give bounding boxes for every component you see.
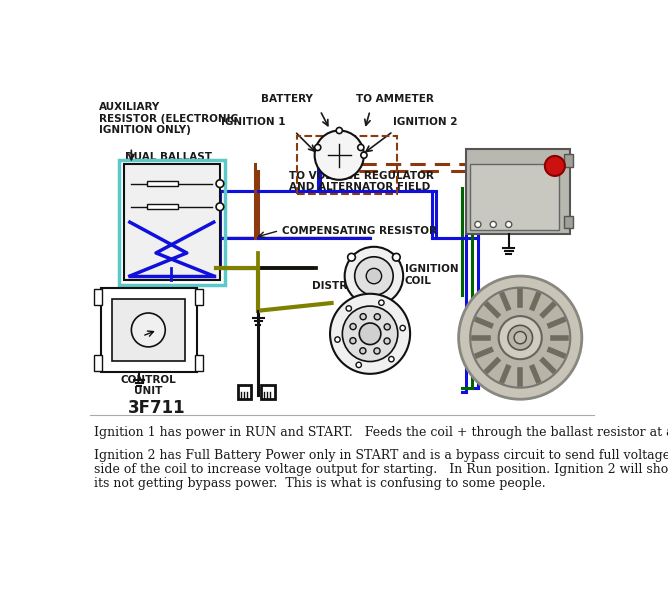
Circle shape — [384, 324, 390, 330]
Circle shape — [459, 276, 582, 399]
Circle shape — [545, 156, 565, 176]
Circle shape — [514, 331, 526, 344]
Bar — [195, 289, 203, 305]
Text: Ignition 2 has Full Battery Power only in START and is a bypass circuit to send : Ignition 2 has Full Battery Power only i… — [94, 449, 668, 462]
Bar — [297, 136, 397, 194]
Bar — [564, 154, 573, 167]
Circle shape — [216, 203, 224, 211]
Bar — [112, 299, 185, 361]
Text: DUAL BALLAST: DUAL BALLAST — [125, 152, 212, 162]
Circle shape — [335, 337, 340, 342]
Circle shape — [389, 356, 394, 362]
Circle shape — [216, 180, 224, 187]
Text: AUXILIARY
RESISTOR (ELECTRONIC
IGNITION ONLY): AUXILIARY RESISTOR (ELECTRONIC IGNITION … — [99, 102, 238, 135]
Text: IGNITION 2: IGNITION 2 — [393, 118, 458, 127]
Circle shape — [330, 294, 410, 374]
Text: IGNITION
COIL: IGNITION COIL — [405, 265, 458, 286]
Text: its not getting bypass power.  This is what is confusing to some people.: its not getting bypass power. This is wh… — [94, 477, 546, 490]
Circle shape — [132, 313, 165, 347]
Circle shape — [400, 325, 405, 331]
Circle shape — [374, 314, 380, 320]
Bar — [94, 289, 102, 305]
Circle shape — [358, 145, 364, 151]
Text: Ignition 1 has power in RUN and START.   Feeds the coil + through the ballast re: Ignition 1 has power in RUN and START. F… — [94, 426, 668, 439]
Circle shape — [356, 362, 361, 368]
Bar — [147, 181, 178, 186]
Text: side of the coil to increase voltage output for starting.   In Run position. Ign: side of the coil to increase voltage out… — [94, 463, 668, 476]
Bar — [470, 164, 558, 230]
Text: IGNITION 1: IGNITION 1 — [221, 118, 285, 127]
Circle shape — [498, 316, 542, 359]
Text: TO AMMETER: TO AMMETER — [356, 94, 434, 104]
Circle shape — [361, 152, 367, 158]
Bar — [101, 287, 197, 372]
Circle shape — [355, 257, 393, 295]
Circle shape — [343, 306, 397, 362]
Circle shape — [336, 127, 342, 134]
Circle shape — [360, 348, 366, 354]
Circle shape — [475, 221, 481, 227]
Text: TO VOLTAGE REGULATOR
AND ALTERNATOR FIELD: TO VOLTAGE REGULATOR AND ALTERNATOR FIEL… — [289, 170, 434, 192]
Circle shape — [366, 268, 381, 284]
Circle shape — [384, 338, 390, 344]
Bar — [261, 385, 275, 399]
Bar — [564, 216, 573, 229]
Text: 3F711: 3F711 — [128, 399, 185, 417]
Bar — [119, 160, 224, 284]
Circle shape — [350, 338, 356, 344]
Bar — [147, 205, 178, 209]
Bar — [238, 385, 251, 399]
Circle shape — [346, 306, 351, 311]
Circle shape — [315, 131, 364, 180]
Circle shape — [470, 287, 570, 388]
Circle shape — [345, 247, 403, 305]
Circle shape — [347, 253, 355, 261]
Text: BATTERY: BATTERY — [261, 94, 313, 104]
Bar — [124, 164, 220, 280]
Circle shape — [315, 145, 321, 151]
Circle shape — [350, 323, 356, 329]
Circle shape — [379, 300, 384, 305]
Bar — [94, 355, 102, 371]
Text: COMPENSATING RESISTOR: COMPENSATING RESISTOR — [281, 226, 436, 236]
Circle shape — [359, 323, 381, 344]
Bar — [466, 149, 570, 233]
Circle shape — [360, 314, 366, 320]
Text: DISTRIBUTOR: DISTRIBUTOR — [313, 281, 392, 292]
Bar — [195, 355, 203, 371]
Circle shape — [508, 325, 532, 350]
Circle shape — [374, 348, 380, 354]
Circle shape — [490, 221, 496, 227]
Circle shape — [393, 253, 400, 261]
Text: CONTROL
UNIT: CONTROL UNIT — [120, 374, 176, 396]
Circle shape — [506, 221, 512, 227]
